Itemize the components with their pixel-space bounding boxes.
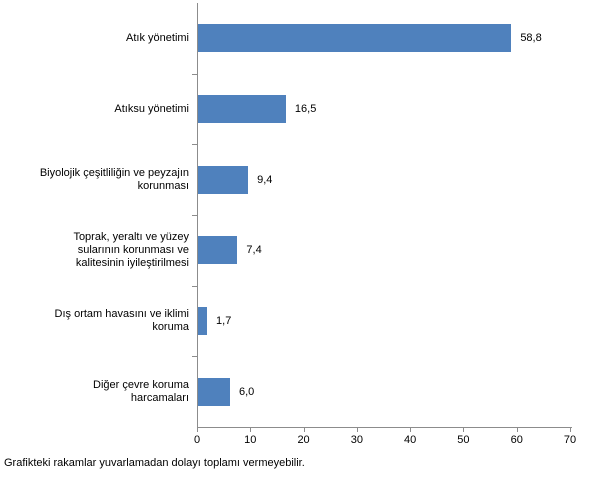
y-axis-line: [197, 3, 198, 428]
y-axis-ticks: [192, 3, 197, 427]
x-axis-line: [197, 427, 572, 428]
x-tick-mark: [250, 428, 252, 432]
value-label: 58,8: [520, 32, 542, 45]
y-tick-mark: [192, 285, 197, 287]
y-tick-mark: [192, 73, 197, 75]
bar-track: 7,4: [198, 215, 571, 286]
x-tick-mark: [303, 428, 305, 432]
bar: [198, 307, 208, 336]
x-tick-mark: [197, 428, 198, 432]
bar-track: 9,4: [198, 144, 571, 215]
value-label: 6,0: [238, 385, 255, 398]
category-label: Dış ortam havasını ve iklimi koruma: [54, 308, 189, 334]
x-tick-mark: [356, 428, 358, 432]
bar: [198, 24, 512, 53]
x-axis: 0 10 20 30 40 50 60 70: [193, 427, 576, 449]
category-label: Atık yönetimi: [126, 31, 189, 44]
x-tick-label: 40: [404, 434, 417, 446]
x-tick-label: 30: [350, 434, 363, 446]
value-label: 7,4: [246, 244, 262, 257]
category-label: Toprak, yeraltı ve yüzey sularının korun…: [73, 230, 189, 269]
category-label: Atıksu yönetimi: [114, 102, 189, 115]
value-label: 16,5: [294, 103, 317, 115]
x-tick-label: 50: [457, 434, 470, 446]
x-tick-mark: [516, 428, 518, 432]
chart-row: Diğer çevre koruma harcamaları 6,0: [0, 356, 571, 427]
chart-rows: Atık yönetimi 58,8 Atıksu yönetimi 16,5 Biyo…: [0, 3, 571, 427]
x-tick-label: 60: [510, 434, 523, 446]
bar-track: 1,7: [198, 286, 571, 357]
category-label: Biyolojik çeşitliliğin ve peyzajın korun…: [39, 166, 189, 192]
category-label: Diğer çevre koruma harcamaları: [93, 378, 189, 404]
x-tick-mark: [410, 428, 412, 432]
x-tick-mark: [463, 428, 465, 432]
y-tick-mark: [192, 356, 197, 358]
x-tick-label: 0: [193, 434, 201, 446]
bar: [198, 236, 238, 265]
bar-track: 58,8: [198, 3, 571, 74]
bar-track: 6,0: [198, 356, 571, 427]
bar: [198, 377, 230, 406]
bar-track: 16,5: [198, 74, 571, 145]
x-tick-mark: [570, 428, 571, 432]
bar: [198, 165, 249, 194]
value-label: 9,4: [257, 173, 273, 186]
x-tick-label: 70: [563, 434, 577, 446]
chart-row: Biyolojik çeşitliliğin ve peyzajın korun…: [0, 144, 571, 215]
value-label: 1,7: [216, 315, 232, 328]
footer-note: Grafikteki rakamlar yuvarlamadan dolayı …: [4, 457, 305, 469]
chart-row: Atık yönetimi 58,8: [0, 3, 571, 74]
y-tick-mark: [192, 215, 197, 216]
chart-row: Toprak, yeraltı ve yüzey sularının korun…: [0, 215, 571, 286]
chart-row: Dış ortam havasını ve iklimi koruma 1,7: [0, 286, 571, 357]
x-tick-label: 20: [297, 434, 310, 446]
bar: [198, 95, 286, 123]
x-tick-label: 10: [244, 434, 257, 446]
chart-row: Atıksu yönetimi 16,5: [0, 74, 571, 145]
y-tick-mark: [192, 144, 197, 146]
